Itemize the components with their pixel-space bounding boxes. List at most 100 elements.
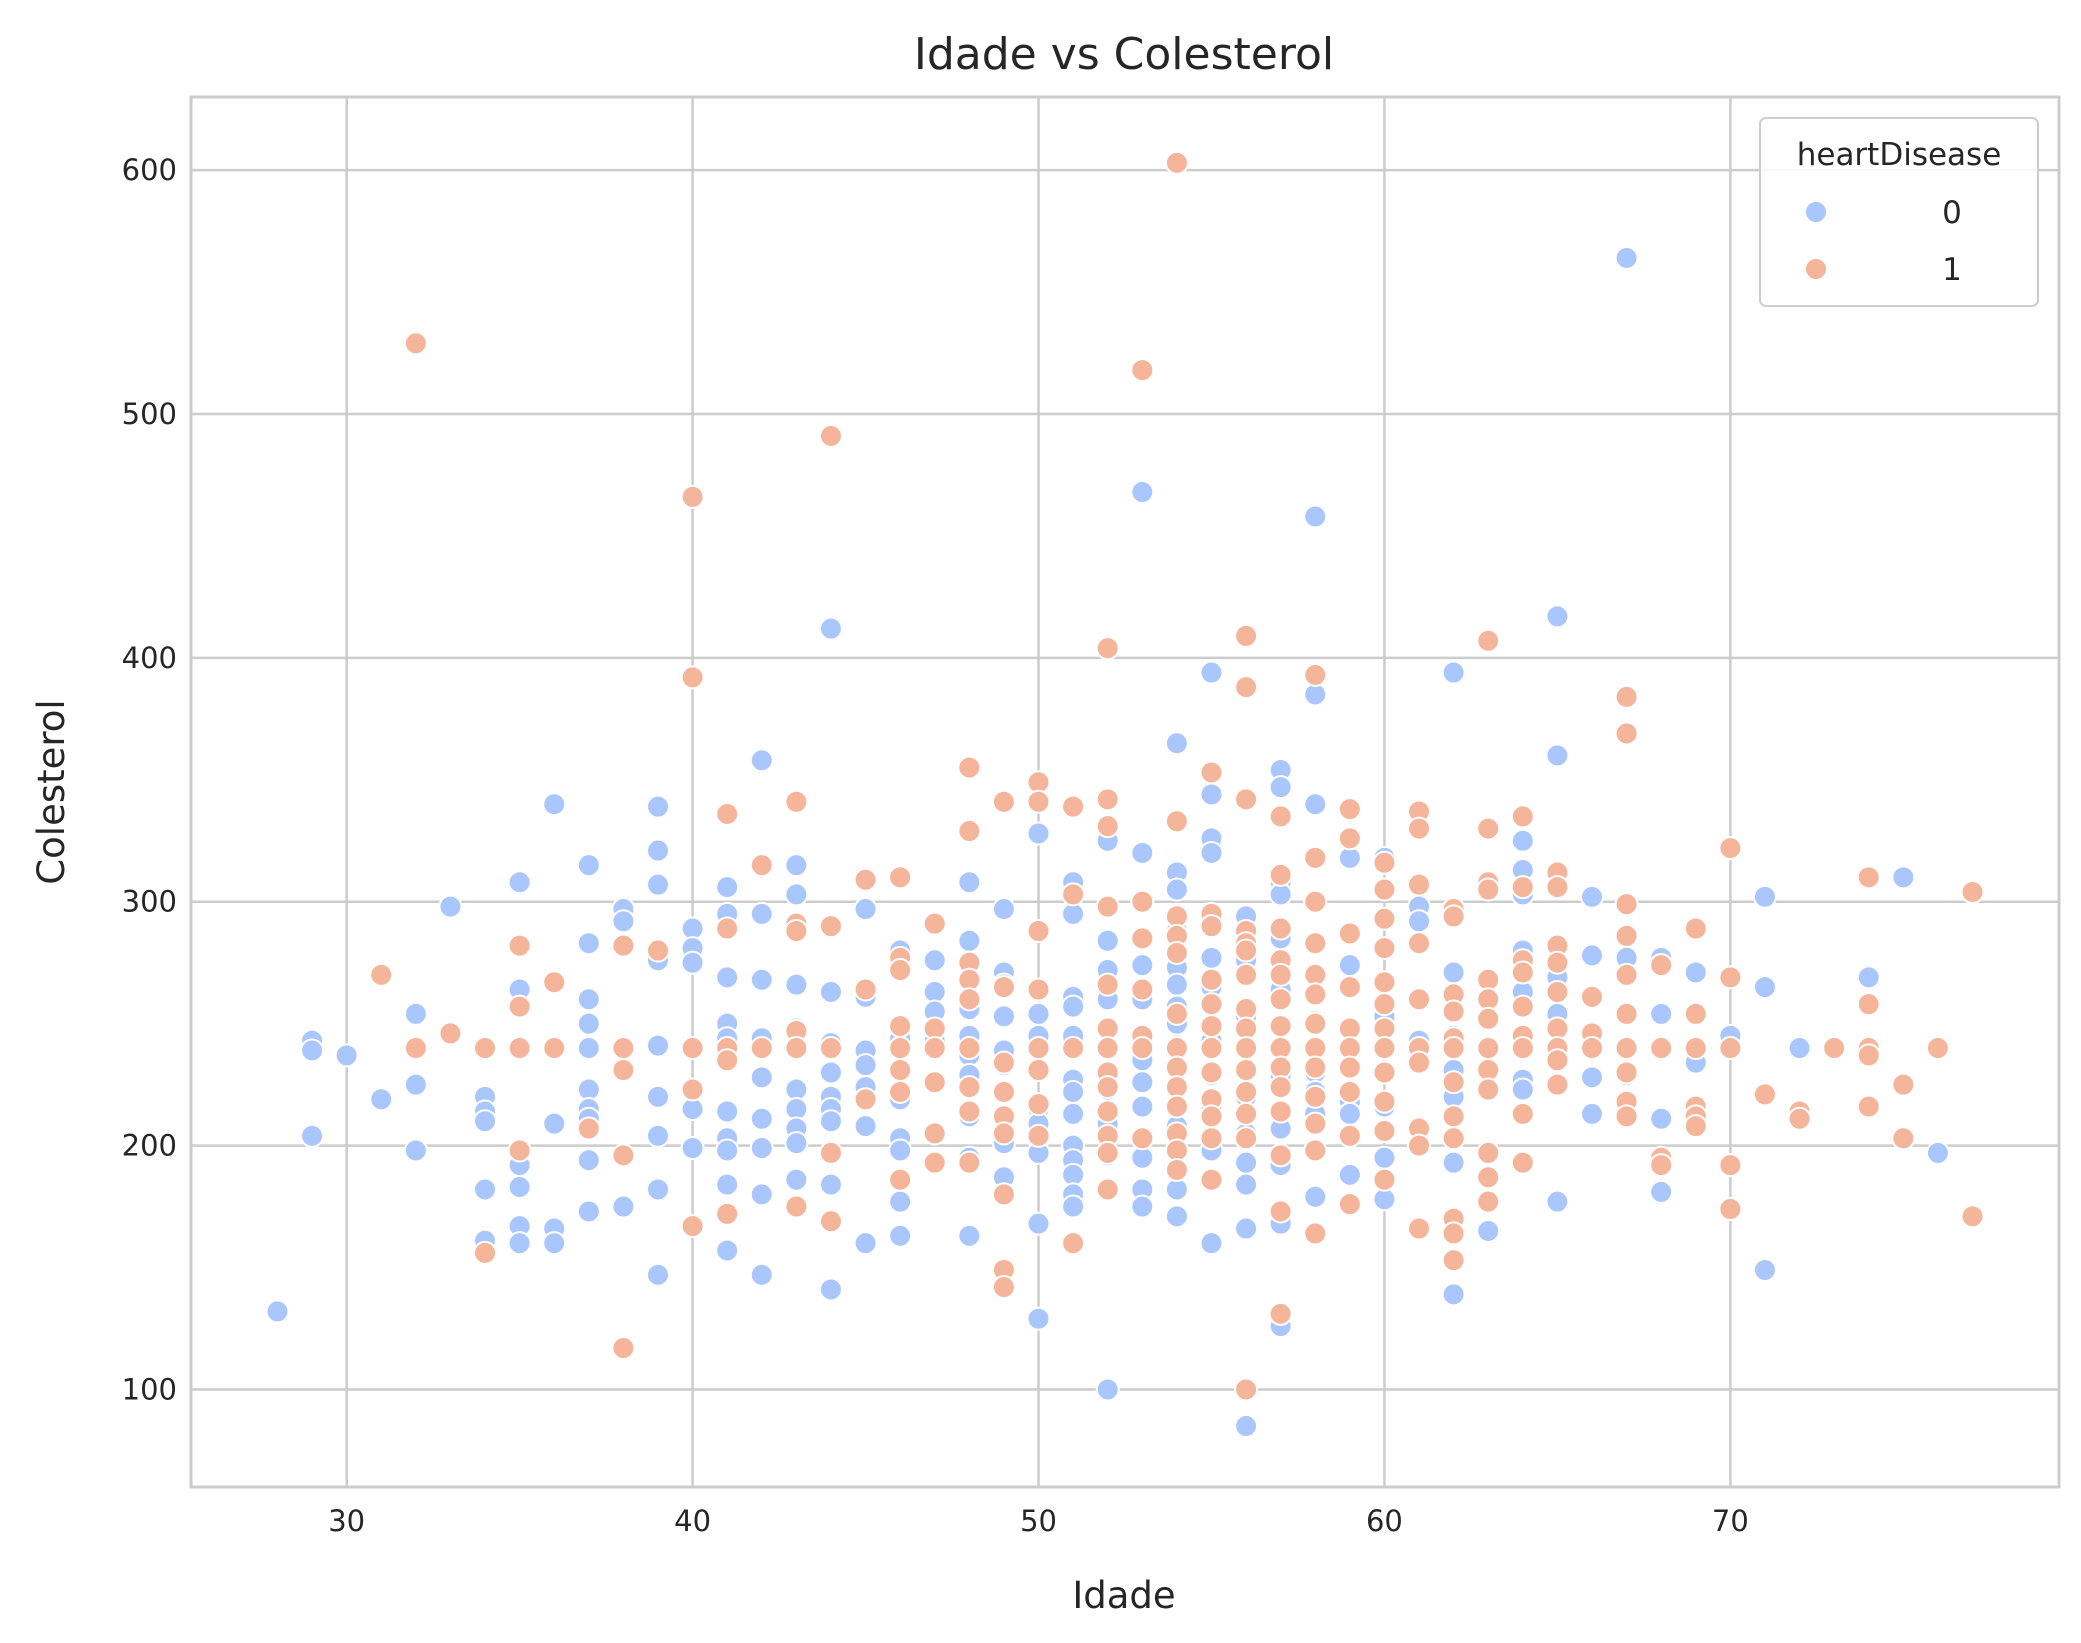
data-point (922, 911, 947, 936)
data-point (680, 1036, 705, 1061)
data-point (1683, 1001, 1708, 1026)
data-point (542, 792, 567, 817)
data-point (818, 1140, 843, 1165)
data-point (749, 748, 774, 773)
data-point (576, 987, 601, 1012)
data-point (1026, 1306, 1051, 1331)
data-point (888, 1036, 913, 1061)
data-point (1580, 1101, 1604, 1126)
plot-frame (189, 95, 2061, 1489)
data-point (853, 977, 878, 1002)
data-point (1752, 975, 1777, 1000)
legend-box (1759, 117, 2039, 307)
data-point (1891, 1126, 1916, 1151)
data-point (1856, 865, 1881, 890)
data-point (749, 1065, 774, 1090)
data-point (1199, 914, 1224, 939)
data-point (646, 794, 670, 819)
data-point (1234, 1058, 1259, 1082)
data-point (1234, 1377, 1259, 1402)
data-point (507, 994, 532, 1019)
data-point (611, 933, 636, 958)
data-point (1372, 1036, 1397, 1061)
data-point (1234, 1101, 1259, 1126)
data-point (680, 1077, 705, 1102)
data-point (403, 1001, 428, 1026)
data-point (1337, 1192, 1362, 1217)
data-point (1026, 821, 1051, 846)
data-point (1372, 850, 1397, 875)
data-point (1199, 1036, 1224, 1061)
data-point (1268, 1075, 1293, 1100)
chart-title: Idade vs Colesterol (914, 29, 1334, 80)
data-point (1580, 943, 1604, 968)
data-point (1026, 1058, 1051, 1082)
data-point (853, 1087, 878, 1112)
y-axis-label: Colesterol (30, 699, 73, 884)
data-point (1095, 1377, 1120, 1402)
data-point (1303, 662, 1328, 687)
data-point (715, 1201, 740, 1226)
data-point (542, 1036, 567, 1061)
data-point (507, 1231, 532, 1256)
data-point (1441, 1282, 1466, 1307)
data-point (888, 1014, 913, 1039)
data-point (576, 1199, 601, 1224)
data-point (1061, 1079, 1086, 1104)
data-point (1026, 1092, 1051, 1117)
data-point (1234, 1036, 1259, 1061)
data-point (1787, 1106, 1812, 1131)
data-point (369, 1087, 394, 1112)
data-point (1164, 877, 1189, 902)
data-point (680, 1136, 705, 1161)
data-point (1303, 982, 1328, 1007)
data-point (1407, 1050, 1432, 1075)
data-point (1164, 1204, 1189, 1229)
data-point (507, 1175, 532, 1200)
data-point (1960, 879, 1985, 904)
data-point (1199, 1126, 1224, 1151)
data-point (1718, 1153, 1743, 1178)
y-tick-label: 400 (122, 641, 177, 675)
data-point (1095, 894, 1120, 919)
data-point (1199, 760, 1224, 785)
data-point (957, 1150, 982, 1175)
data-point (1061, 1036, 1086, 1061)
data-point (680, 950, 705, 975)
data-point (1061, 1101, 1086, 1126)
data-point (1407, 909, 1432, 934)
data-point (715, 875, 740, 900)
data-point (611, 909, 636, 934)
data-point (1234, 1414, 1259, 1439)
data-point (1407, 1216, 1432, 1241)
data-point (1372, 877, 1397, 902)
data-point (1026, 789, 1051, 814)
data-point (1268, 1014, 1293, 1039)
data-point (1545, 1189, 1570, 1214)
data-point (542, 1111, 567, 1136)
data-point (1683, 1036, 1708, 1061)
data-point (1268, 987, 1293, 1012)
data-point (1441, 660, 1466, 685)
data-point (680, 484, 705, 509)
data-point (784, 1131, 809, 1156)
data-point (1199, 1104, 1224, 1129)
data-point (1337, 975, 1362, 1000)
data-point (1164, 1094, 1189, 1119)
data-point (1580, 1065, 1604, 1090)
data-point (1649, 1001, 1674, 1026)
data-point (1407, 816, 1432, 841)
data-point (1199, 945, 1224, 970)
data-point (1649, 1179, 1674, 1204)
data-point (1752, 1257, 1777, 1282)
x-tick-label: 40 (674, 1504, 711, 1538)
data-point (1234, 1079, 1259, 1104)
data-point (715, 801, 740, 826)
data-point (1441, 1126, 1466, 1151)
data-point (1199, 1231, 1224, 1256)
data-point (1268, 1301, 1293, 1326)
data-point (784, 1167, 809, 1192)
data-point (646, 1033, 670, 1058)
data-point (1026, 1036, 1051, 1061)
data-point (1407, 872, 1432, 897)
